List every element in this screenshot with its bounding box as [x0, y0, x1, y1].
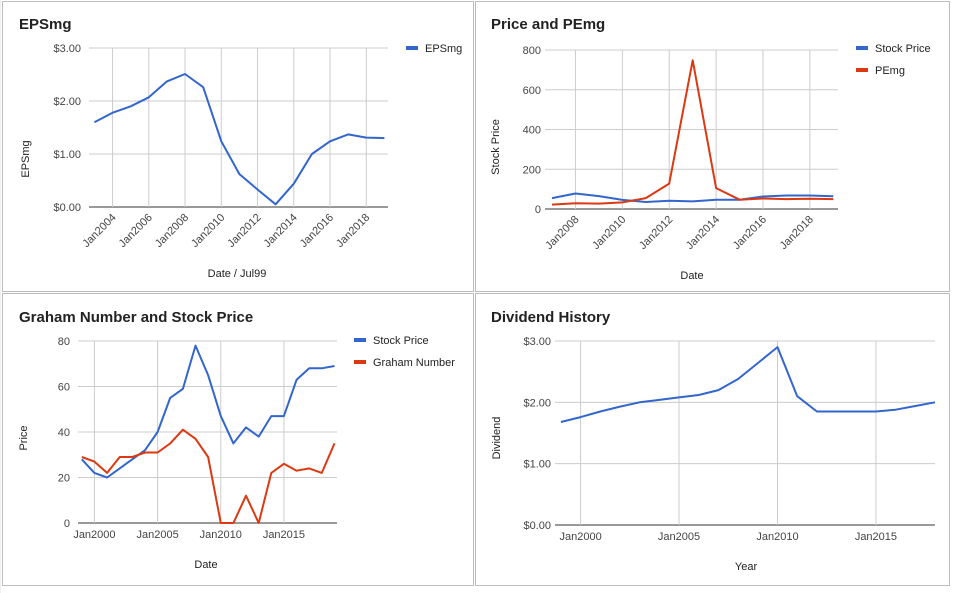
chart-panel-epsmg: EPSmg EPSmg Date / Jul99 $0.00 $1.00 $2.00… — [2, 1, 474, 292]
series-line-stock-price — [81, 344, 335, 479]
graham-number-chart: Graham Number and Stock Price Price Date… — [18, 309, 455, 571]
x-tick-label: Jan2014 — [262, 212, 300, 250]
x-tick-label: Jan2015 — [855, 531, 897, 543]
legend-swatch — [354, 338, 366, 342]
x-tick-label: Jan2016 — [731, 214, 769, 252]
chart-title: Dividend History — [491, 309, 611, 326]
legend-label: Graham Number — [373, 357, 455, 369]
y-tick-label: 600 — [523, 85, 541, 97]
x-axis-label: Year — [735, 561, 758, 573]
chart-panel-dividend-history: Dividend History Dividend Year $0.00 $1.0… — [475, 293, 950, 586]
x-tick-label: Jan2004 — [80, 212, 118, 250]
y-tick-label: $3.00 — [53, 43, 81, 55]
y-tick-label: $2.00 — [523, 397, 551, 409]
chart-panel-graham-number: Graham Number and Stock Price Price Date… — [2, 293, 474, 586]
series-line-epsmg — [93, 73, 385, 206]
x-tick-label: Jan2018 — [334, 212, 372, 250]
chart-panel-price-pemg: Price and PEmg Stock Price Date 0 200 400 6… — [475, 1, 950, 292]
y-tick-label: 800 — [523, 45, 541, 57]
legend-label: PEmg — [875, 65, 905, 77]
y-tick-label: $3.00 — [523, 336, 551, 348]
y-tick-label: $1.00 — [53, 149, 81, 161]
y-tick-label: 80 — [58, 336, 70, 348]
series-line-dividend — [560, 346, 936, 423]
y-tick-label: 400 — [523, 125, 541, 137]
x-tick-label: Jan2008 — [543, 214, 581, 252]
x-tick-label: Jan2012 — [637, 214, 675, 252]
x-tick-label: Jan2005 — [136, 529, 178, 541]
legend-swatch — [406, 46, 418, 50]
y-tick-label: $0.00 — [523, 520, 551, 532]
x-tick-label: Jan2010 — [590, 214, 628, 252]
x-axis-label: Date — [194, 559, 217, 571]
x-tick-label: Jan2010 — [189, 212, 227, 250]
x-tick-label: Jan2012 — [225, 212, 263, 250]
price-pemg-chart: Price and PEmg Stock Price Date 0 200 400 6… — [490, 16, 931, 282]
chart-title: Price and PEmg — [491, 16, 605, 33]
y-axis-label: Stock Price — [490, 119, 502, 175]
dividend-history-chart: Dividend History Dividend Year $0.00 $1.0… — [491, 309, 936, 573]
legend-label: Stock Price — [373, 335, 429, 347]
legend-swatch — [354, 360, 366, 364]
y-tick-label: $2.00 — [53, 96, 81, 108]
series-line-graham-number — [81, 428, 336, 524]
x-tick-label: Jan2014 — [684, 214, 722, 252]
x-tick-label: Jan2006 — [117, 212, 155, 250]
x-tick-label: Jan2010 — [200, 529, 242, 541]
x-axis-label: Date / Jul99 — [208, 268, 267, 280]
y-axis-label: Dividend — [491, 417, 503, 460]
y-tick-label: $0.00 — [53, 202, 81, 214]
y-tick-label: $1.00 — [523, 459, 551, 471]
x-tick-label: Jan2015 — [263, 529, 305, 541]
x-tick-label: Jan2000 — [559, 531, 601, 543]
y-tick-label: 60 — [58, 382, 70, 394]
y-tick-label: 40 — [58, 427, 70, 439]
legend-label: EPSmg — [425, 43, 462, 55]
x-tick-label: Jan2018 — [778, 214, 816, 252]
legend-swatch — [856, 46, 868, 50]
x-tick-label: Jan2008 — [153, 212, 191, 250]
y-tick-label: 0 — [535, 204, 541, 216]
x-tick-label: Jan2016 — [298, 212, 336, 250]
y-axis-label: Price — [18, 425, 30, 450]
x-axis-label: Date — [680, 270, 703, 282]
chart-title: EPSmg — [19, 16, 72, 33]
y-axis-label: EPSmg — [20, 140, 32, 177]
y-tick-label: 20 — [58, 473, 70, 485]
x-tick-label: Jan2000 — [73, 529, 115, 541]
y-tick-label: 200 — [523, 164, 541, 176]
chart-title: Graham Number and Stock Price — [19, 309, 253, 326]
x-tick-label: Jan2010 — [756, 531, 798, 543]
epsmg-chart: EPSmg EPSmg Date / Jul99 $0.00 $1.00 $2.00… — [19, 16, 462, 280]
legend-swatch — [856, 68, 868, 72]
legend-label: Stock Price — [875, 43, 931, 55]
series-line-pemg — [551, 59, 834, 206]
y-tick-label: 0 — [64, 518, 70, 530]
series-line-stock-price — [551, 192, 834, 203]
x-tick-label: Jan2005 — [658, 531, 700, 543]
